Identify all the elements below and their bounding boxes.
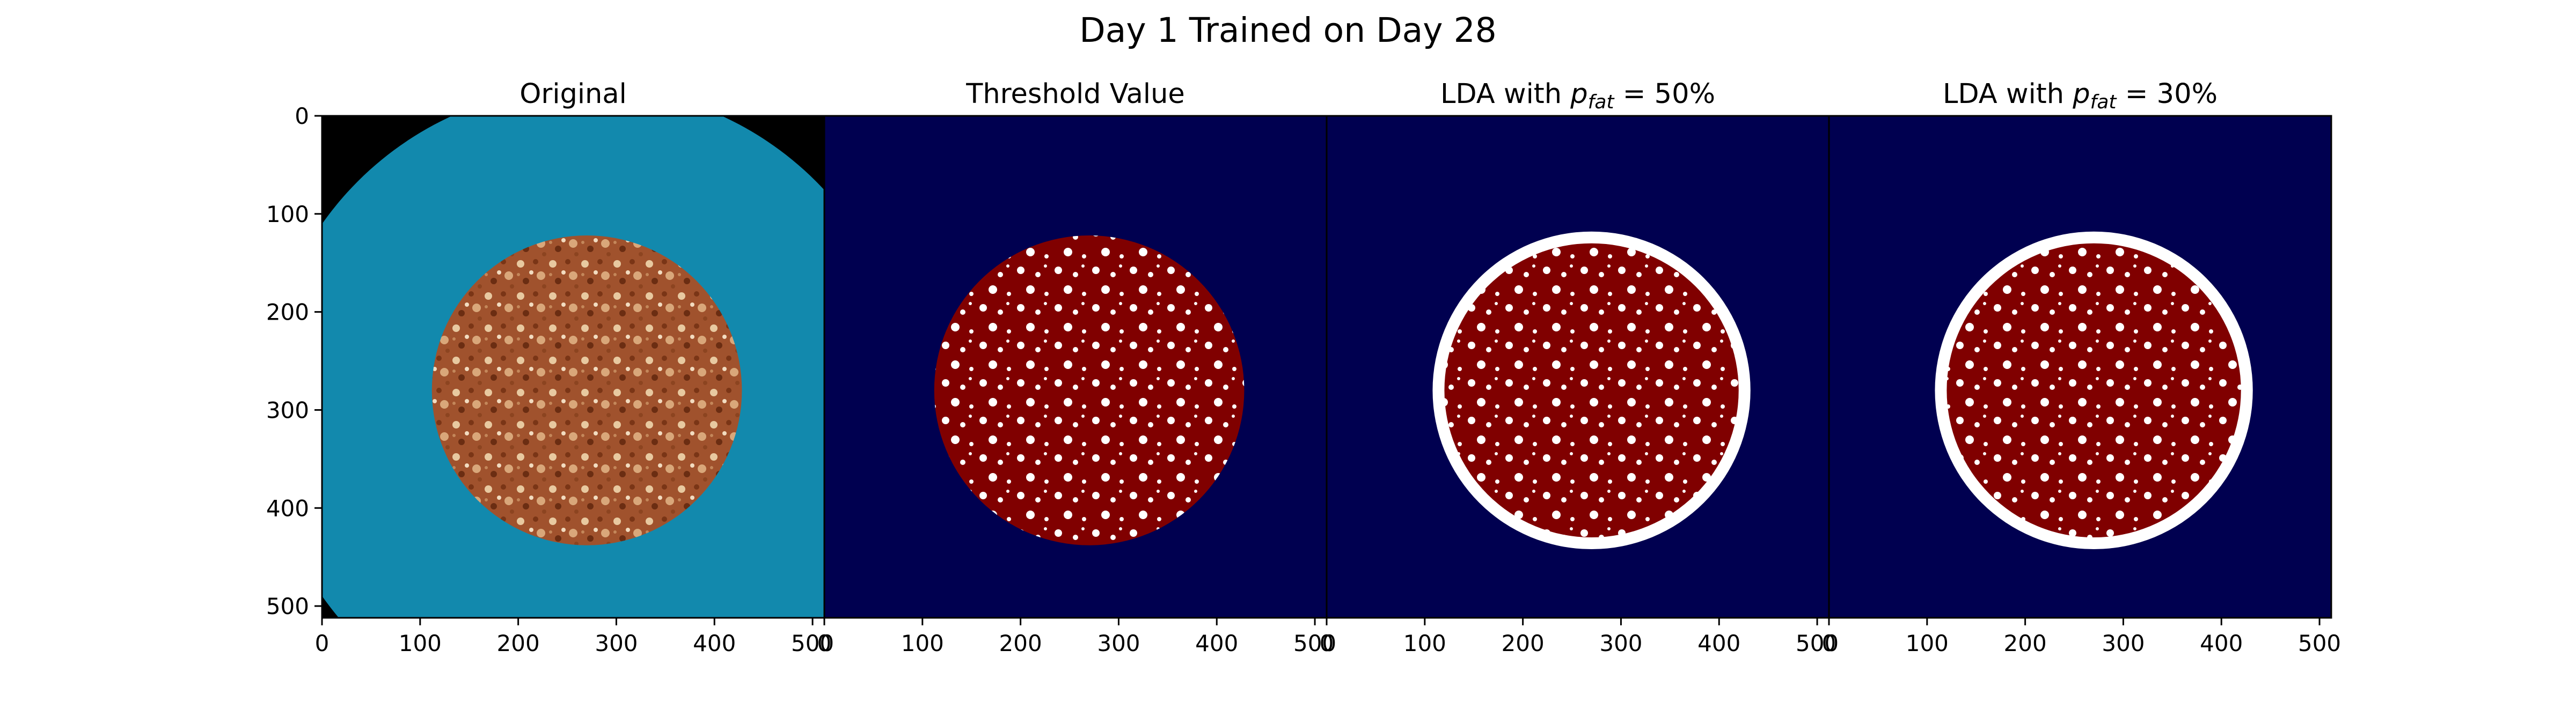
title-suffix: = 30% xyxy=(2117,78,2218,110)
y-tick-label: 500 xyxy=(266,593,309,619)
segmentation-mask xyxy=(934,235,1245,545)
panel-title: Original xyxy=(519,78,627,110)
segmentation-mask xyxy=(1946,243,2241,538)
image-original xyxy=(322,116,824,618)
x-tick-label: 200 xyxy=(999,630,1042,656)
x-tick-label: 100 xyxy=(901,630,944,656)
x-tick-label: 300 xyxy=(1599,630,1642,656)
x-tick-label: 100 xyxy=(399,630,442,656)
y-tick-label: 200 xyxy=(266,299,309,326)
y-tick-label: 0 xyxy=(295,103,309,129)
panel-lda50: LDA with pfat = 50% 0 100 200 300 400 500 xyxy=(1320,78,1839,656)
y-tick-label: 100 xyxy=(266,201,309,227)
x-tick-label: 300 xyxy=(1097,630,1140,656)
title-prefix: LDA with xyxy=(1440,78,1570,110)
figure-title: Day 1 Trained on Day 28 xyxy=(1079,11,1497,50)
title-suffix: = 50% xyxy=(1614,78,1716,110)
image-lda30 xyxy=(1829,116,2331,618)
sample-region xyxy=(431,235,742,545)
x-tick-label: 500 xyxy=(2298,630,2341,656)
title-var: p xyxy=(2072,78,2090,110)
axes-frame xyxy=(1828,115,2332,619)
x-tick-label: 500 xyxy=(1293,630,1336,656)
y-tick-label: 400 xyxy=(266,495,309,521)
x-tick-label: 200 xyxy=(1502,630,1545,656)
x-tick-label: 400 xyxy=(1697,630,1740,656)
x-tick-label: 100 xyxy=(1906,630,1949,656)
image-threshold xyxy=(824,116,1327,618)
x-tick-label: 0 xyxy=(1320,630,1334,656)
panel-title: Threshold Value xyxy=(965,78,1185,110)
panel-threshold: Threshold Value 0 100 200 300 400 500 xyxy=(817,78,1337,656)
x-tick-label: 0 xyxy=(817,630,832,656)
image-lda50 xyxy=(1327,116,1829,618)
x-tick-label: 300 xyxy=(2102,630,2145,656)
title-sub: fat xyxy=(2090,91,2118,113)
x-tick-label: 400 xyxy=(2200,630,2243,656)
x-tick-label: 400 xyxy=(693,630,736,656)
panel-title: LDA with pfat = 30% xyxy=(1943,78,2218,113)
panel-title: LDA with pfat = 50% xyxy=(1440,78,1715,113)
title-prefix: LDA with xyxy=(1943,78,2073,110)
y-tick-label: 300 xyxy=(266,397,309,423)
x-tick-label: 400 xyxy=(1195,630,1238,656)
x-tick-label: 200 xyxy=(497,630,540,656)
x-tick-label: 200 xyxy=(2004,630,2047,656)
x-tick-label: 300 xyxy=(595,630,638,656)
panel-lda30: LDA with pfat = 30% 0 100 200 300 400 500 xyxy=(1822,78,2341,656)
x-tick-label: 500 xyxy=(1796,630,1839,656)
x-tick-label: 0 xyxy=(315,630,330,656)
x-tick-label: 0 xyxy=(1822,630,1836,656)
segmentation-mask xyxy=(1444,243,1739,538)
title-var: p xyxy=(1570,78,1587,110)
x-tick-label: 100 xyxy=(1403,630,1446,656)
x-tick-label: 500 xyxy=(791,630,834,656)
title-sub: fat xyxy=(1588,91,1615,113)
